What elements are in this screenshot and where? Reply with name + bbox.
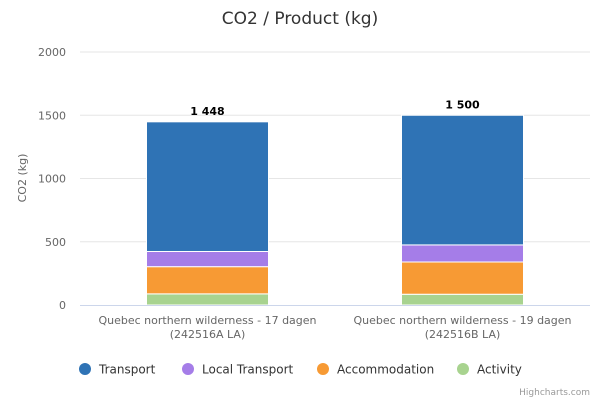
y-axis: 0 500 1000 1500 2000 [38,46,66,312]
y-tick-label: 2000 [38,46,66,59]
legend-marker-icon [457,363,469,375]
y-tick-label: 1500 [38,109,66,122]
x-category-label: Quebec northern wilderness - 19 dagen (24… [353,314,571,341]
legend-label: Activity [477,363,522,377]
total-labels: 1 448 1 500 [190,98,480,118]
x-category-label: Quebec northern wilderness - 17 dagen (24… [98,314,316,341]
total-label: 1 448 [190,105,224,118]
bar-stacks [146,114,524,306]
bar-segment-transport[interactable] [401,114,524,246]
y-axis-title: CO2 (kg) [16,154,29,203]
bar-segment-accommodation[interactable] [401,261,524,295]
credits-link[interactable]: Highcharts.com [519,388,590,398]
bar-segment-activity[interactable] [401,293,524,306]
legend-label: Accommodation [337,363,434,377]
chart-title: CO2 / Product (kg) [222,9,378,29]
legend-item-local-transport[interactable]: Local Transport [182,363,294,377]
bar-segment-activity[interactable] [146,293,269,306]
legend-item-accommodation[interactable]: Accommodation [317,363,434,377]
legend-marker-icon [182,363,194,375]
legend-marker-icon [317,363,329,375]
x-axis: Quebec northern wilderness - 17 dagen (24… [80,305,590,341]
bar-segment-local-transport[interactable] [401,244,524,263]
legend-label: Transport [98,363,156,377]
y-tick-label: 500 [45,236,66,249]
bar-segment-local-transport[interactable] [146,250,269,268]
legend: Transport Local Transport Accommodation Act… [79,363,522,377]
legend-label: Local Transport [202,363,294,377]
bar-segment-transport[interactable] [146,121,269,252]
total-label: 1 500 [445,98,480,111]
y-tick-label: 0 [59,299,66,312]
legend-item-activity[interactable]: Activity [457,363,522,377]
bar-segment-accommodation[interactable] [146,266,269,295]
legend-marker-icon [79,363,91,375]
legend-item-transport[interactable]: Transport [79,363,156,377]
y-tick-label: 1000 [38,173,66,186]
